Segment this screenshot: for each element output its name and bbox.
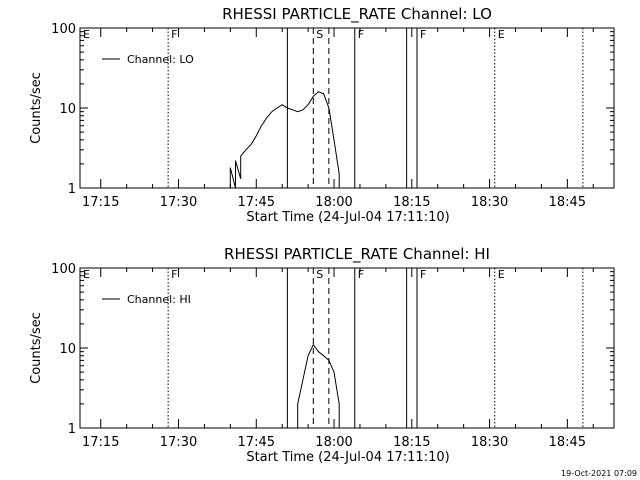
event-marker-label: E xyxy=(498,268,505,281)
event-marker-label: E xyxy=(83,268,90,281)
series-line xyxy=(297,343,340,428)
x-tick-label: 17:30 xyxy=(160,435,197,450)
event-marker-label: F xyxy=(171,268,177,281)
x-tick-label: 18:45 xyxy=(549,435,586,450)
event-marker-label: F xyxy=(358,28,364,41)
x-tick-label: 18:00 xyxy=(315,195,352,210)
event-marker-label: E xyxy=(83,28,90,41)
x-axis-label: Start Time (24-Jul-04 17:11:10) xyxy=(246,450,449,465)
y-tick-label: 100 xyxy=(51,22,76,37)
x-tick-label: 17:45 xyxy=(238,195,275,210)
plot-frame xyxy=(79,27,615,189)
chart-panel-0: RHESSI PARTICLE_RATE Channel: LO 1 10 100 Co… xyxy=(29,5,615,225)
event-marker-label: F xyxy=(171,28,177,41)
x-tick-label: 18:15 xyxy=(393,195,430,210)
event-marker-label: E xyxy=(498,28,505,41)
x-tick-label: 17:45 xyxy=(238,435,275,450)
y-axis-label: Counts/sec xyxy=(29,72,44,144)
chart-title: RHESSI PARTICLE_RATE Channel: LO xyxy=(222,5,492,24)
event-marker-label: F xyxy=(358,268,364,281)
x-tick-label: 18:30 xyxy=(471,435,508,450)
event-marker-label: S xyxy=(316,28,323,41)
y-tick-label: 1 xyxy=(68,422,76,437)
x-tick-label: 18:30 xyxy=(471,195,508,210)
x-tick-label: 18:45 xyxy=(549,195,586,210)
x-tick-label: 18:15 xyxy=(393,435,430,450)
legend-label: Channel: HI xyxy=(127,293,191,306)
event-marker-label: F xyxy=(420,268,426,281)
y-tick-label: 1 xyxy=(68,182,76,197)
legend-label: Channel: LO xyxy=(127,53,194,66)
x-tick-label: 17:15 xyxy=(82,435,119,450)
series-line xyxy=(229,91,340,189)
chart-title: RHESSI PARTICLE_RATE Channel: HI xyxy=(224,245,490,264)
timestamp-footer: 19-Oct-2021 07:09 xyxy=(561,469,637,478)
y-tick-label: 100 xyxy=(51,262,76,277)
y-tick-label: 10 xyxy=(59,342,76,357)
x-tick-label: 17:30 xyxy=(160,195,197,210)
event-marker-label: F xyxy=(420,28,426,41)
plot-frame xyxy=(79,267,615,429)
x-tick-label: 18:00 xyxy=(315,435,352,450)
chart-panel-1: RHESSI PARTICLE_RATE Channel: HI 1 10 100 Co… xyxy=(29,245,615,465)
y-tick-label: 10 xyxy=(59,102,76,117)
event-marker-label: S xyxy=(316,268,323,281)
x-axis-label: Start Time (24-Jul-04 17:11:10) xyxy=(246,210,449,225)
y-axis-label: Counts/sec xyxy=(29,312,44,384)
x-tick-label: 17:15 xyxy=(82,195,119,210)
